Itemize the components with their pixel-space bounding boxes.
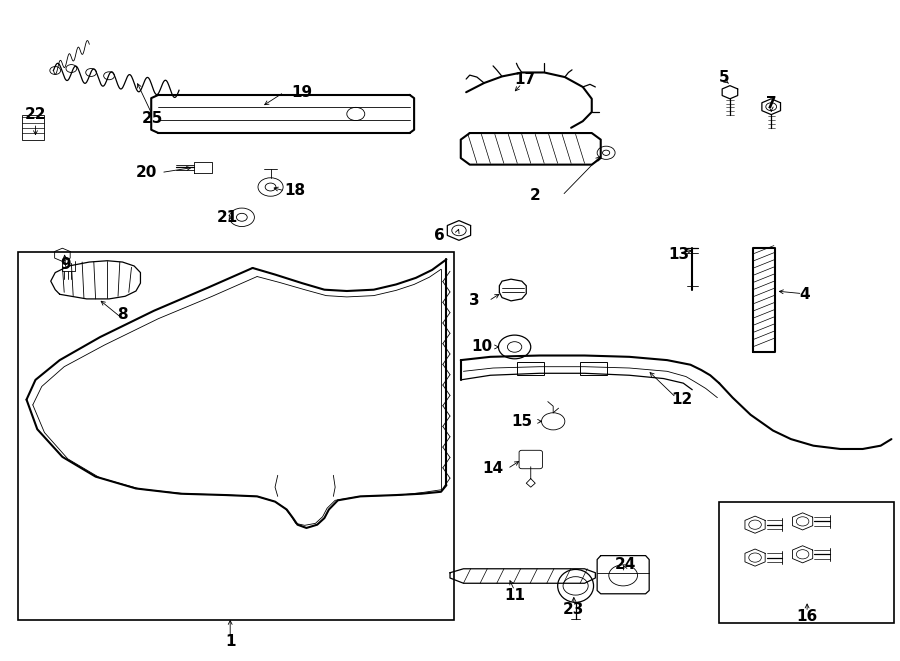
Text: 21: 21 [217, 210, 239, 225]
Bar [580, 362, 607, 375]
Bar [22, 114, 43, 139]
Text: 7: 7 [766, 96, 777, 111]
Text: 24: 24 [615, 557, 635, 572]
Text: 14: 14 [482, 461, 504, 476]
Text: 4: 4 [799, 287, 810, 302]
Text: 18: 18 [284, 184, 305, 198]
Text: 5: 5 [718, 69, 729, 85]
Text: 2: 2 [530, 188, 541, 203]
Text: 19: 19 [292, 85, 312, 100]
Text: 8: 8 [117, 307, 128, 321]
Text: 9: 9 [60, 257, 71, 272]
Text: 20: 20 [136, 165, 158, 180]
Text: 13: 13 [668, 247, 689, 262]
Text: 6: 6 [434, 227, 445, 243]
Text: 3: 3 [469, 293, 480, 309]
Text: 11: 11 [504, 588, 525, 603]
Text: 10: 10 [471, 340, 492, 354]
Text: 23: 23 [563, 602, 584, 617]
Bar [17, 252, 454, 620]
Text: 22: 22 [24, 107, 46, 122]
Text: 16: 16 [796, 609, 818, 625]
Bar [518, 362, 544, 375]
Text: 17: 17 [514, 71, 535, 87]
Text: 1: 1 [225, 634, 236, 648]
Text: 15: 15 [511, 414, 532, 429]
Text: 12: 12 [670, 392, 692, 407]
Text: 25: 25 [141, 111, 163, 126]
Bar [719, 502, 894, 623]
